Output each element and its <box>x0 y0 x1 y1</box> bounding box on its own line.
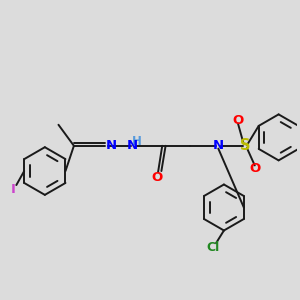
Text: Cl: Cl <box>207 241 220 254</box>
Text: N: N <box>127 139 138 152</box>
Text: O: O <box>249 162 260 175</box>
Text: N: N <box>106 139 117 152</box>
Text: S: S <box>240 138 250 153</box>
Text: H: H <box>132 135 142 148</box>
Text: O: O <box>232 114 244 127</box>
Text: O: O <box>151 171 162 184</box>
Text: N: N <box>213 139 224 152</box>
Text: I: I <box>11 183 16 196</box>
